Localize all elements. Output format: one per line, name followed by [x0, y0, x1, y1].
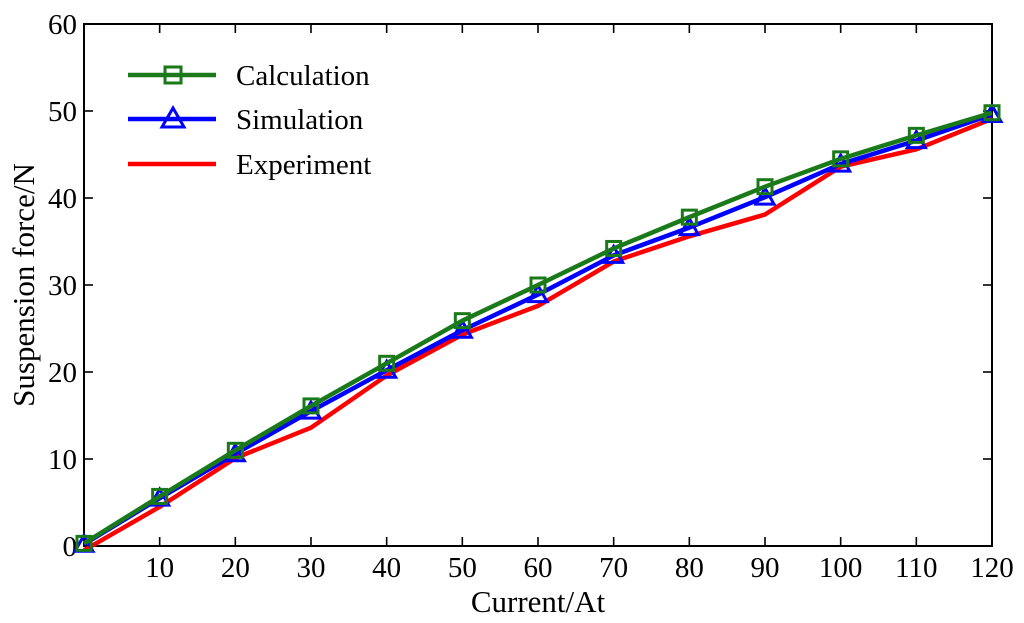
- data-point-calculation: [75, 534, 93, 552]
- legend-item-experiment: Experiment: [128, 149, 371, 181]
- legend-label-experiment: Experiment: [236, 149, 371, 181]
- y-tick-label: 20: [48, 357, 77, 389]
- series-line-calculation: [82, 110, 993, 546]
- legend-marker-calculation: [163, 65, 183, 85]
- x-tick-label: 40: [372, 552, 401, 584]
- y-tick-label: 40: [48, 183, 77, 215]
- x-tick-label: 30: [297, 552, 326, 584]
- data-point-calculation: [680, 208, 698, 226]
- data-point-calculation: [529, 276, 547, 294]
- data-point-simulation: [677, 215, 701, 237]
- data-point-calculation: [907, 126, 925, 144]
- data-point-calculation: [378, 354, 396, 372]
- data-point-calculation: [151, 487, 169, 505]
- x-tick-label: 20: [221, 552, 250, 584]
- x-axis-ticks: 10 20 30 40 50 60 70 80 90 100 110 120: [145, 24, 1014, 584]
- y-axis-ticks: 0 10 20 30 40 50 60: [48, 9, 992, 563]
- y-tick-label: 50: [48, 96, 77, 128]
- x-tick-label: 50: [448, 552, 477, 584]
- data-point-calculation: [226, 441, 244, 459]
- x-tick-label: 70: [599, 552, 628, 584]
- series-line-simulation: [82, 112, 993, 547]
- data-point-calculation: [756, 178, 774, 196]
- legend-item-simulation: Simulation: [128, 104, 364, 136]
- series-line-experiment: [82, 116, 993, 553]
- x-tick-label: 120: [970, 552, 1014, 584]
- data-point-calculation: [302, 397, 320, 415]
- x-tick-label: 90: [751, 552, 780, 584]
- legend: Calculation Simulation Experiment: [128, 60, 371, 181]
- data-point-simulation: [526, 282, 550, 304]
- legend-label-calculation: Calculation: [236, 60, 370, 92]
- data-point-simulation: [450, 318, 474, 339]
- y-axis-title: Suspension force/N: [6, 163, 41, 407]
- x-axis-title: Current/At: [471, 584, 606, 619]
- x-tick-label: 100: [819, 552, 863, 584]
- data-point-simulation: [753, 185, 777, 206]
- data-point-simulation: [829, 152, 853, 173]
- data-point-calculation: [453, 312, 471, 330]
- y-tick-label: 10: [48, 444, 77, 476]
- legend-item-calculation: Calculation: [128, 60, 370, 92]
- x-tick-label: 60: [524, 552, 553, 584]
- data-point-calculation: [983, 104, 1001, 122]
- y-tick-label: 60: [48, 9, 77, 41]
- x-tick-label: 110: [895, 552, 937, 584]
- legend-marker-simulation: [159, 105, 187, 129]
- plot-area: 10 20 30 40 50 60 70 80 90 100 110 120 0 10 20 30 40 50 6…: [48, 9, 1014, 584]
- data-point-calculation: [605, 239, 623, 257]
- y-tick-label: 0: [63, 531, 78, 563]
- data-point-simulation: [904, 128, 928, 150]
- x-tick-label: 80: [675, 552, 704, 584]
- data-point-calculation: [832, 150, 850, 168]
- x-tick-label: 10: [145, 552, 174, 584]
- y-tick-label: 30: [48, 270, 77, 302]
- series-layer: [72, 102, 1004, 553]
- legend-label-simulation: Simulation: [236, 104, 364, 136]
